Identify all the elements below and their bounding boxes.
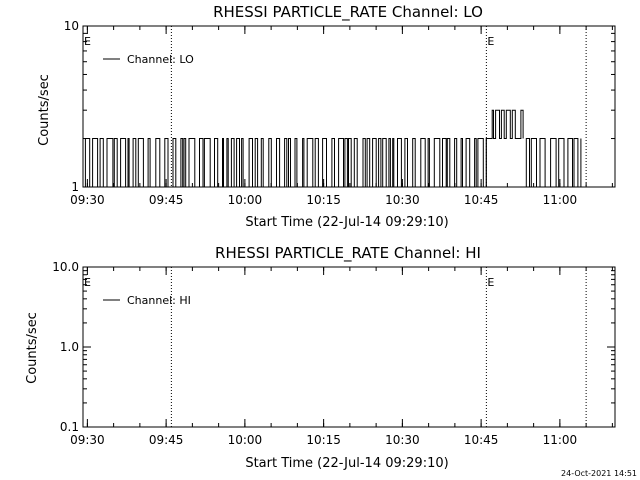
event-marker: E bbox=[487, 276, 494, 289]
event-marker: E bbox=[84, 276, 91, 289]
chart-title-lo: RHESSI PARTICLE_RATE Channel: LO bbox=[213, 3, 483, 22]
series-line-channel-lo bbox=[83, 138, 487, 188]
x-tick-label: 09:45 bbox=[149, 433, 184, 447]
event-marker: E bbox=[84, 35, 91, 48]
chart-title-hi: RHESSI PARTICLE_RATE Channel: HI bbox=[215, 244, 481, 263]
x-axis-label-lo: Start Time (22-Jul-14 09:29:10) bbox=[245, 215, 448, 230]
x-tick-label: 10:00 bbox=[228, 193, 263, 207]
y-tick-label: 1 bbox=[71, 180, 79, 194]
x-axis-label-hi: Start Time (22-Jul-14 09:29:10) bbox=[245, 456, 448, 471]
panel-lo: RHESSI PARTICLE_RATE Channel: LO Counts/… bbox=[37, 3, 616, 230]
x-tick-label: 11:00 bbox=[543, 433, 578, 447]
x-tick-label: 10:00 bbox=[228, 433, 263, 447]
x-tick-label: 10:15 bbox=[306, 193, 341, 207]
y-axis-label-hi: Counts/sec bbox=[25, 312, 40, 384]
x-tick-label: 10:30 bbox=[385, 193, 420, 207]
y-tick-label: 10 bbox=[64, 19, 79, 33]
plot-frame bbox=[82, 266, 616, 428]
y-tick-label: 0.1 bbox=[60, 420, 79, 434]
x-tick-label: 11:00 bbox=[543, 193, 578, 207]
x-tick-label: 09:30 bbox=[70, 433, 105, 447]
event-marker: E bbox=[487, 35, 494, 48]
x-tick-label: 10:15 bbox=[306, 433, 341, 447]
x-tick-label: 09:45 bbox=[149, 193, 184, 207]
series-line-channel-lo bbox=[486, 109, 524, 139]
y-axis-label-lo: Counts/sec bbox=[37, 74, 52, 146]
x-tick-label: 09:30 bbox=[70, 193, 105, 207]
panel-hi: RHESSI PARTICLE_RATE Channel: HI Counts/… bbox=[25, 244, 616, 471]
legend-label: Channel: HI bbox=[127, 294, 191, 307]
x-tick-label: 10:45 bbox=[464, 193, 499, 207]
legend-label: Channel: LO bbox=[127, 53, 194, 66]
x-tick-label: 10:30 bbox=[385, 433, 420, 447]
footer-timestamp: 24-Oct-2021 14:51 bbox=[561, 469, 637, 478]
y-tick-label: 1.0 bbox=[60, 340, 79, 354]
x-tick-label: 10:45 bbox=[464, 433, 499, 447]
series-line-channel-lo bbox=[523, 138, 582, 188]
y-tick-label: 10.0 bbox=[52, 260, 79, 274]
